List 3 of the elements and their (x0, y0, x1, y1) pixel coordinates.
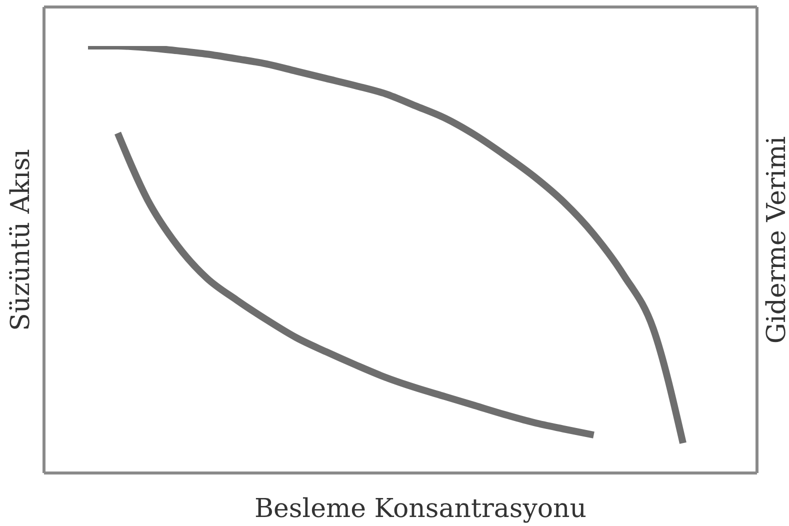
y-axis-title: Süzüntü Akısı (6, 149, 36, 331)
y2-axis-title: Giderme Verimi (762, 136, 789, 344)
x-axis-title: Besleme Konsantrasyonu (254, 494, 587, 524)
